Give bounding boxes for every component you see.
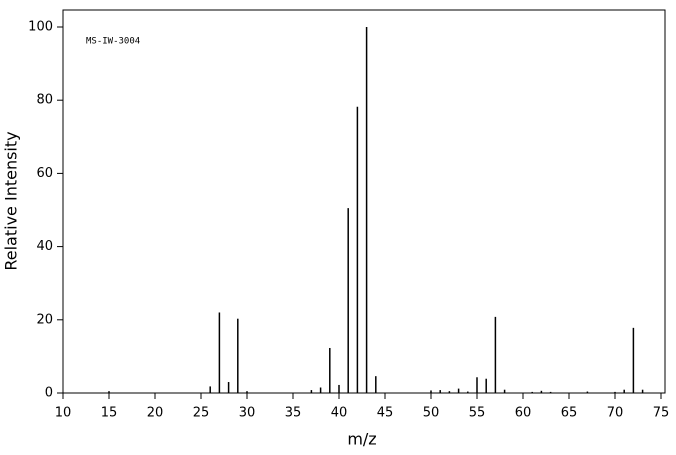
x-tick-label: 10 [55,406,72,421]
y-tick-label: 20 [36,312,53,327]
y-tick-label: 0 [45,386,53,401]
x-tick-label: 35 [285,406,302,421]
y-tick-label: 80 [36,93,53,108]
x-tick-label: 75 [653,406,670,421]
x-tick-label: 70 [607,406,624,421]
annotation: MS-IW-3004 [86,37,140,47]
x-tick-label: 50 [423,406,440,421]
y-tick-label: 60 [36,166,53,181]
plot-frame [62,9,666,394]
x-tick-label: 30 [239,406,256,421]
x-tick-label: 40 [331,406,348,421]
x-tick-label: 20 [147,406,164,421]
x-tick-label: 60 [515,406,532,421]
y-axis-title: Relative Intensity [2,131,21,270]
y-tick-label: 100 [28,20,53,35]
x-axis-title: m/z [347,430,376,449]
x-tick-label: 55 [469,406,486,421]
x-tick-label: 45 [377,406,394,421]
y-tick-label: 40 [36,239,53,254]
x-tick-label: 25 [193,406,210,421]
x-tick-label: 15 [101,406,118,421]
x-tick-label: 65 [561,406,578,421]
